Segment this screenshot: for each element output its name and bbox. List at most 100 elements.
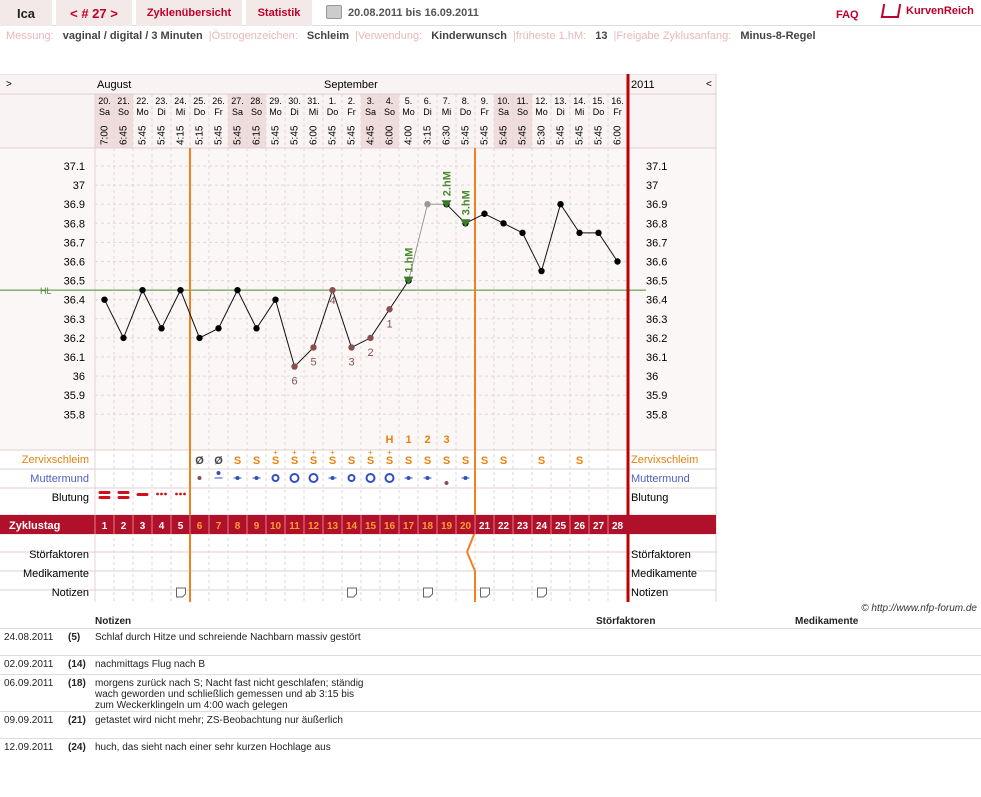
- weekend-shade: [247, 94, 266, 148]
- cycle-day-number: 8: [235, 521, 241, 532]
- mucus-symbol: S: [329, 455, 336, 467]
- count-label: 5: [310, 356, 316, 368]
- time-label: 6:15: [252, 125, 263, 145]
- date-label: 15.: [592, 96, 605, 106]
- y-tick-right: 36.5: [646, 276, 667, 288]
- mucus-peak-label: 3: [443, 434, 449, 446]
- time-label: 6:45: [119, 125, 130, 145]
- note-text: Schlaf durch Hitze und schreiende Nachba…: [95, 632, 361, 643]
- cycle-day-number: 6: [197, 521, 203, 532]
- temperature-point: [557, 201, 564, 208]
- brand-logo-icon: [880, 4, 902, 18]
- date-label: 31.: [307, 96, 320, 106]
- count-label: 2: [367, 347, 373, 359]
- meta-key: Verwendung:: [357, 30, 426, 42]
- month-august: August: [97, 79, 131, 91]
- weekend-shade: [114, 94, 133, 148]
- mucus-symbol: S: [348, 455, 355, 467]
- plot-bg: [0, 148, 716, 450]
- note-date: 06.09.2011: [4, 678, 54, 689]
- weekend-shade: [95, 94, 114, 148]
- y-tick-right: 36.7: [646, 237, 667, 249]
- y-tick-right: 36.2: [646, 333, 667, 345]
- date-label: 21.: [117, 96, 130, 106]
- row-label-mucus: Zervixschleim: [22, 454, 89, 466]
- mucus-peak-label: H: [386, 434, 394, 446]
- cycle-day-number: 1: [102, 521, 108, 532]
- mucus-symbol: S: [481, 455, 488, 467]
- cycle-day-number: 25: [555, 521, 567, 532]
- date-label: 30.: [288, 96, 301, 106]
- mucus-symbol: S: [367, 455, 374, 467]
- y-tick-left: 36.1: [64, 352, 85, 364]
- mucus-symbol: Ø: [195, 455, 204, 467]
- y-tick-left: 36.4: [64, 295, 85, 307]
- cycle-navigation[interactable]: < # 27 >: [56, 0, 132, 26]
- time-label: 5:45: [518, 125, 529, 145]
- temperature-point: [348, 344, 355, 351]
- y-tick-left: 37.1: [64, 161, 85, 173]
- date-label: 9.: [481, 96, 489, 106]
- note-row: 12.09.2011 (24) huch, das sieht nach einer…: [0, 738, 981, 753]
- mucus-symbol: S: [424, 455, 431, 467]
- weekend-shade: [361, 94, 380, 148]
- row-label-right-stor: Störfaktoren: [631, 549, 691, 561]
- weekday-label: Di: [290, 107, 299, 117]
- weekday-label: Fr: [480, 107, 489, 117]
- tab-cycle-overview[interactable]: Zyklenübersicht: [136, 0, 242, 26]
- date-label: 4.: [386, 96, 394, 106]
- note-icon: [347, 587, 357, 598]
- cervix-symbol: [384, 473, 395, 483]
- faq-link[interactable]: FAQ: [836, 9, 859, 21]
- meta-key: Messung:: [6, 30, 57, 42]
- cervix-symbol: [365, 473, 376, 483]
- cervix-symbol: [216, 471, 221, 475]
- weekday-label: Mi: [442, 107, 452, 117]
- date-label: 22.: [136, 96, 149, 106]
- note-date: 12.09.2011: [4, 742, 54, 753]
- mucus-symbol: S: [386, 455, 393, 467]
- printer-icon[interactable]: [326, 5, 342, 19]
- time-label: 6:00: [613, 125, 624, 145]
- weekday-label: Mo: [269, 107, 282, 117]
- bleeding-mark: [98, 491, 111, 494]
- cycle-day-number: 4: [159, 521, 165, 532]
- time-label: 6:00: [385, 125, 396, 145]
- cycle-day-label: Zyklustag: [9, 520, 60, 532]
- hm-label: 2.hM: [442, 171, 454, 196]
- date-label: 11.: [517, 96, 529, 106]
- tab-statistics[interactable]: Statistik: [246, 0, 312, 26]
- note-row: 06.09.2011 (18) morgens zurück nach S; Nac…: [0, 674, 981, 711]
- note-date: 02.09.2011: [4, 659, 54, 670]
- nav-left: >: [6, 79, 12, 90]
- month-september: September: [324, 79, 378, 91]
- weekday-label: Mo: [402, 107, 415, 117]
- cycle-day-number: 7: [216, 521, 222, 532]
- note-text: huch, das sieht nach einer sehr kurzen H…: [95, 742, 331, 753]
- weekday-label: Fr: [214, 107, 223, 117]
- time-label: 7:00: [100, 125, 111, 145]
- weekday-label: Do: [194, 107, 206, 117]
- cycle-day-number: 20: [460, 521, 472, 532]
- cycle-day-number: 16: [384, 521, 396, 532]
- date-label: 23.: [155, 96, 168, 106]
- meta-value: Minus-8-Regel: [740, 30, 816, 42]
- weekday-label: So: [384, 107, 395, 117]
- note-cycle-day: (21): [68, 715, 86, 726]
- temperature-point: [386, 306, 393, 313]
- meta-value: Kinderwunsch: [431, 30, 507, 42]
- time-label: 5:45: [347, 125, 358, 145]
- bleeding-mark: [183, 492, 186, 496]
- date-label: 20.: [98, 96, 111, 106]
- date-label: 26.: [212, 96, 225, 106]
- cycle-day-bar: [0, 515, 716, 534]
- time-label: 4:15: [176, 125, 187, 145]
- y-tick-left: 36: [73, 371, 85, 383]
- cycle-day-number: 21: [479, 521, 491, 532]
- cervix-symbol: [197, 476, 202, 480]
- count-label: 3: [348, 356, 354, 368]
- weekday-label: So: [251, 107, 262, 117]
- time-label: 5:45: [594, 125, 605, 145]
- weekday-label: Mi: [309, 107, 319, 117]
- temperature-point: [614, 258, 621, 265]
